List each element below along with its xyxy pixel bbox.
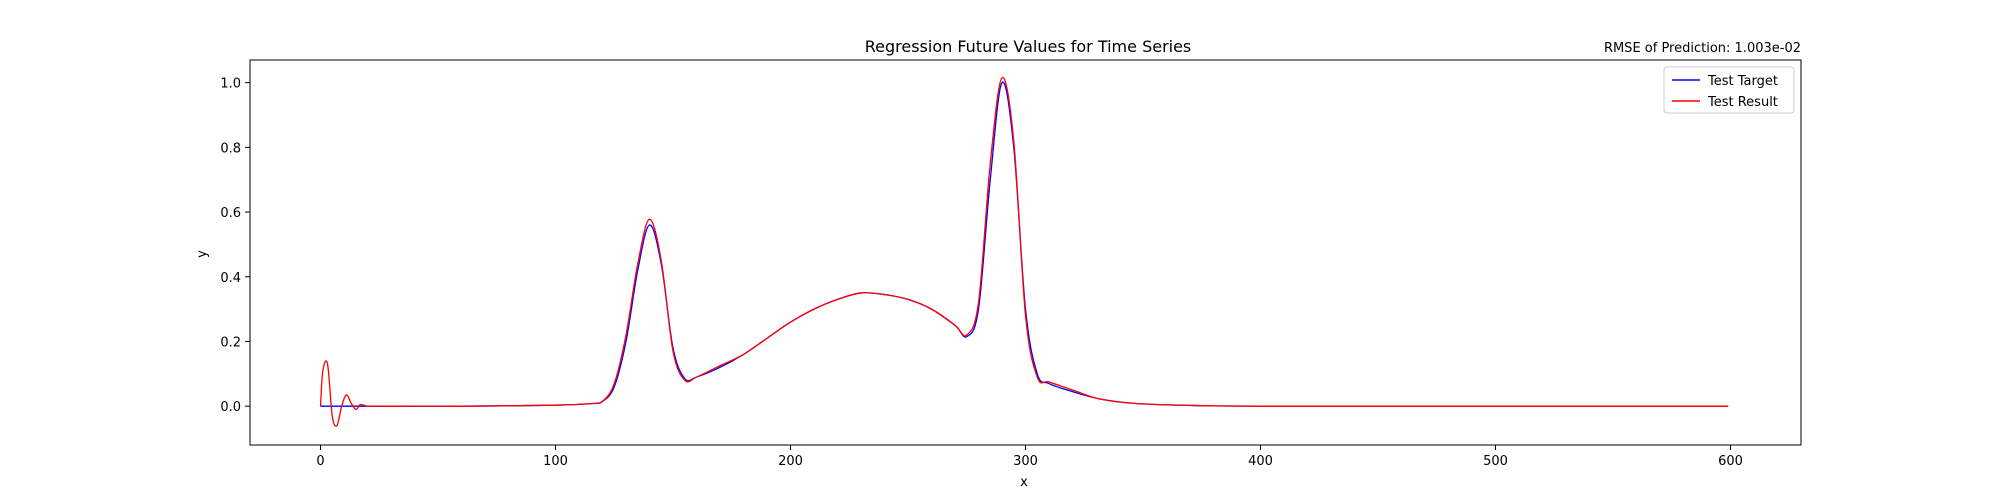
y-tick-label: 1.0	[220, 77, 241, 92]
x-tick-label: 100	[543, 454, 568, 469]
legend-label: Test Result	[1707, 95, 1778, 110]
y-axis-label: y	[195, 250, 210, 258]
series-line-test-target	[320, 81, 1729, 407]
y-tick-label: 0.4	[220, 271, 241, 286]
x-tick-label: 500	[1483, 454, 1508, 469]
legend-label: Test Target	[1707, 74, 1778, 89]
y-tick-label: 0.6	[220, 206, 241, 221]
y-tick-label: 0.8	[220, 141, 241, 156]
legend: Test Target Test Result	[1663, 66, 1795, 114]
series-line-test-result	[319, 77, 1729, 427]
x-tick-label: 0	[316, 454, 324, 469]
y-tick-label: 0.0	[220, 400, 241, 415]
x-tick-label: 600	[1718, 454, 1743, 469]
x-tick-label: 200	[778, 454, 803, 469]
chart-title: Regression Future Values for Time Series	[865, 37, 1192, 56]
plot-frame	[249, 59, 1802, 446]
x-tick-label: 400	[1248, 454, 1273, 469]
rmse-annotation: RMSE of Prediction: 1.003e-02	[1604, 41, 1801, 56]
x-axis-label: x	[1020, 475, 1028, 490]
plot-area	[319, 77, 1729, 427]
y-tick-label: 0.2	[220, 335, 241, 350]
x-tick-label: 300	[1013, 454, 1038, 469]
